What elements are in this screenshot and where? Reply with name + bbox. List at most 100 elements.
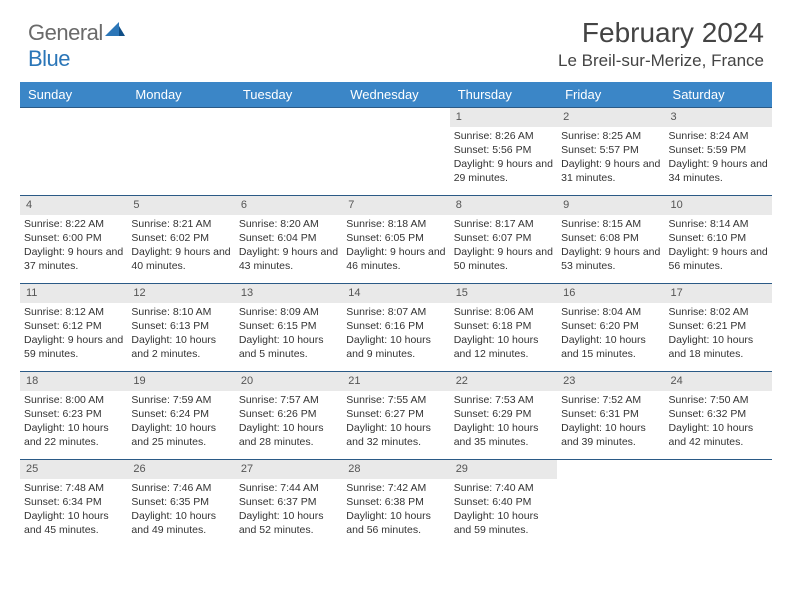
sunset-text: Sunset: 6:10 PM	[669, 231, 768, 245]
calendar-day-cell: 10Sunrise: 8:14 AMSunset: 6:10 PMDayligh…	[665, 196, 772, 284]
calendar-day-cell	[557, 460, 664, 548]
calendar-day-cell: 16Sunrise: 8:04 AMSunset: 6:20 PMDayligh…	[557, 284, 664, 372]
day-body: Sunrise: 8:07 AMSunset: 6:16 PMDaylight:…	[342, 303, 449, 364]
sunrise-text: Sunrise: 8:18 AM	[346, 217, 445, 231]
sunrise-text: Sunrise: 7:44 AM	[239, 481, 338, 495]
title-block: February 2024 Le Breil-sur-Merize, Franc…	[558, 18, 764, 71]
day-body	[342, 127, 449, 187]
daylight-text: Daylight: 9 hours and 37 minutes.	[24, 245, 123, 273]
calendar-day-cell	[342, 108, 449, 196]
sunset-text: Sunset: 6:04 PM	[239, 231, 338, 245]
logo-word2: Blue	[28, 46, 70, 71]
calendar-day-cell: 8Sunrise: 8:17 AMSunset: 6:07 PMDaylight…	[450, 196, 557, 284]
day-number: 9	[557, 196, 664, 215]
daylight-text: Daylight: 9 hours and 56 minutes.	[669, 245, 768, 273]
calendar-day-cell: 7Sunrise: 8:18 AMSunset: 6:05 PMDaylight…	[342, 196, 449, 284]
calendar-day-cell: 17Sunrise: 8:02 AMSunset: 6:21 PMDayligh…	[665, 284, 772, 372]
day-number: 2	[557, 108, 664, 127]
calendar-day-cell: 3Sunrise: 8:24 AMSunset: 5:59 PMDaylight…	[665, 108, 772, 196]
calendar-day-cell	[127, 108, 234, 196]
sunrise-text: Sunrise: 8:20 AM	[239, 217, 338, 231]
sail-icon	[105, 20, 125, 46]
weekday-header: Sunday	[20, 82, 127, 108]
day-number: 17	[665, 284, 772, 303]
calendar-week-row: 4Sunrise: 8:22 AMSunset: 6:00 PMDaylight…	[20, 196, 772, 284]
calendar-day-cell: 24Sunrise: 7:50 AMSunset: 6:32 PMDayligh…	[665, 372, 772, 460]
day-number: 21	[342, 372, 449, 391]
day-number: 23	[557, 372, 664, 391]
daylight-text: Daylight: 10 hours and 52 minutes.	[239, 509, 338, 537]
day-number: 20	[235, 372, 342, 391]
sunrise-text: Sunrise: 8:09 AM	[239, 305, 338, 319]
calendar-day-cell: 21Sunrise: 7:55 AMSunset: 6:27 PMDayligh…	[342, 372, 449, 460]
daylight-text: Daylight: 10 hours and 56 minutes.	[346, 509, 445, 537]
sunrise-text: Sunrise: 8:04 AM	[561, 305, 660, 319]
day-body: Sunrise: 7:55 AMSunset: 6:27 PMDaylight:…	[342, 391, 449, 452]
calendar-day-cell: 6Sunrise: 8:20 AMSunset: 6:04 PMDaylight…	[235, 196, 342, 284]
sunset-text: Sunset: 6:00 PM	[24, 231, 123, 245]
sunrise-text: Sunrise: 7:57 AM	[239, 393, 338, 407]
calendar-day-cell	[20, 108, 127, 196]
day-number: 3	[665, 108, 772, 127]
day-body: Sunrise: 7:44 AMSunset: 6:37 PMDaylight:…	[235, 479, 342, 540]
sunrise-text: Sunrise: 7:40 AM	[454, 481, 553, 495]
logo: GeneralBlue	[28, 18, 125, 72]
sunset-text: Sunset: 6:34 PM	[24, 495, 123, 509]
day-number: 18	[20, 372, 127, 391]
daylight-text: Daylight: 9 hours and 29 minutes.	[454, 157, 553, 185]
calendar-week-row: 11Sunrise: 8:12 AMSunset: 6:12 PMDayligh…	[20, 284, 772, 372]
daylight-text: Daylight: 10 hours and 45 minutes.	[24, 509, 123, 537]
calendar-day-cell: 18Sunrise: 8:00 AMSunset: 6:23 PMDayligh…	[20, 372, 127, 460]
sunrise-text: Sunrise: 8:21 AM	[131, 217, 230, 231]
day-body: Sunrise: 8:12 AMSunset: 6:12 PMDaylight:…	[20, 303, 127, 364]
day-body: Sunrise: 8:22 AMSunset: 6:00 PMDaylight:…	[20, 215, 127, 276]
day-body: Sunrise: 7:50 AMSunset: 6:32 PMDaylight:…	[665, 391, 772, 452]
sunrise-text: Sunrise: 8:26 AM	[454, 129, 553, 143]
calendar-day-cell: 4Sunrise: 8:22 AMSunset: 6:00 PMDaylight…	[20, 196, 127, 284]
sunrise-text: Sunrise: 8:24 AM	[669, 129, 768, 143]
day-body: Sunrise: 8:26 AMSunset: 5:56 PMDaylight:…	[450, 127, 557, 188]
day-body: Sunrise: 8:14 AMSunset: 6:10 PMDaylight:…	[665, 215, 772, 276]
sunset-text: Sunset: 6:08 PM	[561, 231, 660, 245]
day-body: Sunrise: 8:10 AMSunset: 6:13 PMDaylight:…	[127, 303, 234, 364]
day-body	[235, 127, 342, 187]
day-number: 6	[235, 196, 342, 215]
day-body: Sunrise: 7:52 AMSunset: 6:31 PMDaylight:…	[557, 391, 664, 452]
sunrise-text: Sunrise: 8:00 AM	[24, 393, 123, 407]
daylight-text: Daylight: 9 hours and 46 minutes.	[346, 245, 445, 273]
daylight-text: Daylight: 10 hours and 49 minutes.	[131, 509, 230, 537]
day-body: Sunrise: 8:18 AMSunset: 6:05 PMDaylight:…	[342, 215, 449, 276]
daylight-text: Daylight: 10 hours and 25 minutes.	[131, 421, 230, 449]
sunrise-text: Sunrise: 8:14 AM	[669, 217, 768, 231]
sunset-text: Sunset: 6:21 PM	[669, 319, 768, 333]
page-title: February 2024	[558, 18, 764, 49]
daylight-text: Daylight: 10 hours and 28 minutes.	[239, 421, 338, 449]
day-number: 7	[342, 196, 449, 215]
calendar-day-cell: 2Sunrise: 8:25 AMSunset: 5:57 PMDaylight…	[557, 108, 664, 196]
day-body: Sunrise: 8:24 AMSunset: 5:59 PMDaylight:…	[665, 127, 772, 188]
day-body	[557, 479, 664, 539]
daylight-text: Daylight: 10 hours and 42 minutes.	[669, 421, 768, 449]
day-body: Sunrise: 8:21 AMSunset: 6:02 PMDaylight:…	[127, 215, 234, 276]
day-body: Sunrise: 8:15 AMSunset: 6:08 PMDaylight:…	[557, 215, 664, 276]
calendar-week-row: 25Sunrise: 7:48 AMSunset: 6:34 PMDayligh…	[20, 460, 772, 548]
day-body: Sunrise: 8:17 AMSunset: 6:07 PMDaylight:…	[450, 215, 557, 276]
calendar-day-cell: 23Sunrise: 7:52 AMSunset: 6:31 PMDayligh…	[557, 372, 664, 460]
calendar-day-cell: 15Sunrise: 8:06 AMSunset: 6:18 PMDayligh…	[450, 284, 557, 372]
sunrise-text: Sunrise: 7:46 AM	[131, 481, 230, 495]
sunset-text: Sunset: 5:59 PM	[669, 143, 768, 157]
daylight-text: Daylight: 10 hours and 35 minutes.	[454, 421, 553, 449]
day-body: Sunrise: 7:48 AMSunset: 6:34 PMDaylight:…	[20, 479, 127, 540]
day-number	[557, 460, 664, 479]
day-number: 16	[557, 284, 664, 303]
daylight-text: Daylight: 10 hours and 59 minutes.	[454, 509, 553, 537]
logo-word1: General	[28, 20, 103, 45]
day-number: 28	[342, 460, 449, 479]
day-number: 4	[20, 196, 127, 215]
day-number: 10	[665, 196, 772, 215]
day-body: Sunrise: 8:20 AMSunset: 6:04 PMDaylight:…	[235, 215, 342, 276]
day-body: Sunrise: 7:40 AMSunset: 6:40 PMDaylight:…	[450, 479, 557, 540]
daylight-text: Daylight: 10 hours and 22 minutes.	[24, 421, 123, 449]
sunset-text: Sunset: 6:40 PM	[454, 495, 553, 509]
day-body: Sunrise: 8:04 AMSunset: 6:20 PMDaylight:…	[557, 303, 664, 364]
